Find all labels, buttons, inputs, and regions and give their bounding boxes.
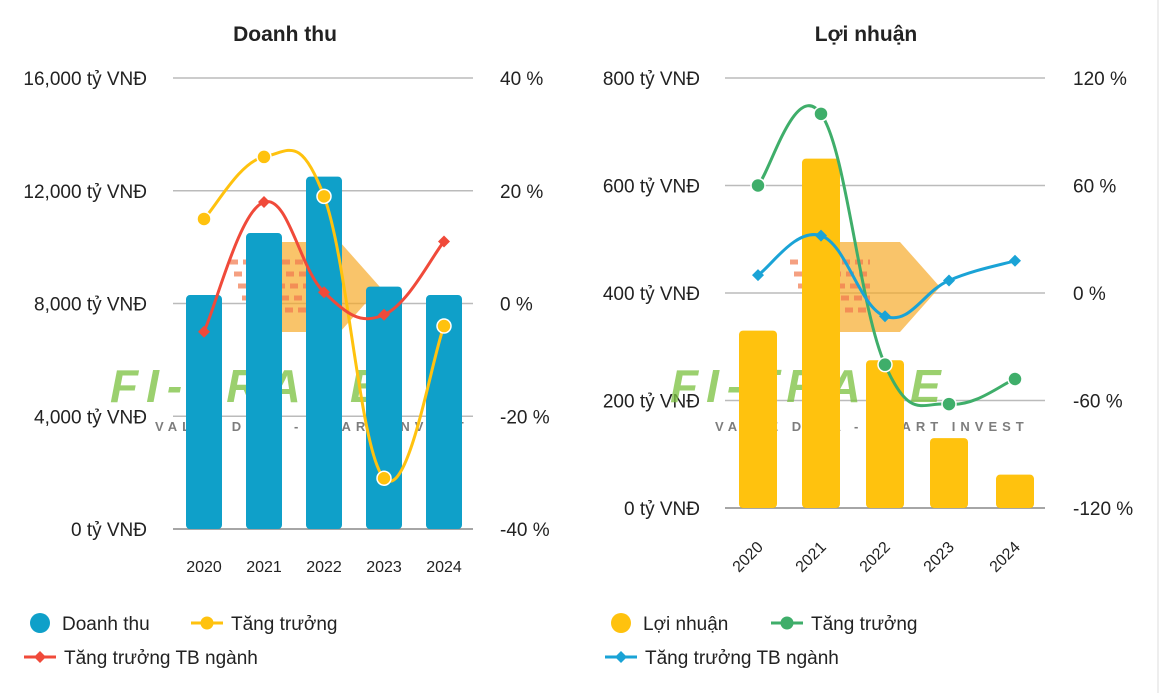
- point-marker: [198, 325, 210, 338]
- legend-label: Lợi nhuận: [643, 614, 728, 635]
- left-tick-label: 16,000 tỷ VNĐ: [23, 69, 147, 90]
- right-tick-label: 0 %: [1073, 284, 1106, 305]
- bar-2021: [802, 158, 840, 508]
- right-tick-label: 20 %: [500, 182, 543, 203]
- x-tick-label: 2022: [857, 539, 894, 576]
- right-tick-label: -120 %: [1073, 499, 1133, 520]
- legend-item: Tăng trưởng: [771, 614, 918, 635]
- legend-marker: [34, 651, 46, 663]
- right-tick-label: -60 %: [1073, 392, 1123, 413]
- point-marker: [941, 396, 957, 412]
- x-tick-label: 2021: [793, 539, 830, 576]
- point-marker: [378, 308, 390, 321]
- bar-2024: [996, 474, 1034, 508]
- legend-label: Doanh thu: [62, 614, 150, 635]
- point-marker: [196, 211, 212, 227]
- point-marker: [438, 235, 450, 248]
- chart-panel-1: Doanh thu 0 tỷ VNĐ -40 % 4,000 tỷ VNĐ -20 % 8…: [23, 23, 549, 669]
- legend-marker: [30, 613, 50, 633]
- legend-marker: [780, 616, 794, 630]
- chart-title: Lợi nhuận: [815, 23, 917, 46]
- point-marker: [813, 106, 829, 122]
- right-tick-label: 40 %: [500, 69, 543, 90]
- chart-title: Doanh thu: [233, 23, 337, 46]
- left-tick-label: 12,000 tỷ VNĐ: [23, 182, 147, 203]
- x-tick-label: 2024: [987, 539, 1024, 576]
- point-marker: [1007, 371, 1023, 387]
- bar-2023: [366, 286, 402, 529]
- x-tick-label: 2023: [921, 539, 958, 576]
- point-marker: [879, 310, 891, 323]
- legend-item: Lợi nhuận: [611, 613, 728, 635]
- bar-2022: [306, 176, 342, 529]
- x-tick-label: 2020: [730, 539, 767, 576]
- legend-item: Tăng trưởng: [191, 614, 338, 635]
- left-tick-label: 0 tỷ VNĐ: [71, 520, 147, 541]
- bar-2023: [930, 438, 968, 508]
- left-tick-label: 200 tỷ VNĐ: [603, 392, 700, 413]
- left-tick-label: 600 tỷ VNĐ: [603, 177, 700, 198]
- bar-2020: [739, 330, 777, 508]
- legend-marker: [615, 651, 627, 663]
- legend-label: Tăng trưởng TB ngành: [645, 648, 839, 669]
- point-marker: [256, 149, 272, 165]
- legend-item: Tăng trưởng TB ngành: [605, 648, 839, 669]
- right-tick-label: -40 %: [500, 520, 550, 541]
- legend-label: Tăng trưởng: [231, 614, 338, 635]
- x-tick-label: 2023: [366, 559, 402, 576]
- legend-marker: [611, 613, 631, 633]
- left-tick-label: 400 tỷ VNĐ: [603, 284, 700, 305]
- point-marker: [877, 356, 893, 373]
- chart-panel-2: Lợi nhuận 0 tỷ VNĐ -120 % 200 tỷ VNĐ -60 % 40…: [603, 23, 1133, 669]
- legend-label: Tăng trưởng: [811, 614, 918, 635]
- left-tick-label: 0 tỷ VNĐ: [624, 499, 700, 520]
- point-marker: [750, 177, 766, 194]
- point-marker: [376, 470, 392, 487]
- watermark: FI-TRADEVALUE DATA - SMART INVEST: [110, 242, 464, 434]
- right-tick-label: 120 %: [1073, 69, 1127, 90]
- point-marker: [436, 318, 452, 334]
- x-tick-label: 2024: [426, 559, 462, 576]
- point-marker: [318, 286, 330, 299]
- legend-label: Tăng trưởng TB ngành: [64, 648, 258, 669]
- point-marker: [316, 188, 332, 205]
- x-tick-label: 2020: [186, 559, 222, 576]
- x-tick-label: 2022: [306, 559, 342, 576]
- left-tick-label: 8,000 tỷ VNĐ: [34, 295, 147, 316]
- right-tick-label: 0 %: [500, 295, 533, 316]
- left-tick-label: 800 tỷ VNĐ: [603, 69, 700, 90]
- x-tick-label: 2021: [246, 559, 282, 576]
- right-tick-label: -20 %: [500, 407, 550, 428]
- right-tick-label: 60 %: [1073, 177, 1116, 198]
- point-marker: [943, 274, 955, 287]
- series-line-2: [202, 200, 446, 333]
- legend-item: Tăng trưởng TB ngành: [24, 648, 258, 669]
- bar-2022: [866, 360, 904, 508]
- legend-marker: [200, 616, 214, 630]
- point-marker: [258, 196, 270, 209]
- point-marker: [752, 269, 764, 282]
- point-marker: [1009, 254, 1021, 267]
- bar-2021: [246, 233, 282, 529]
- point-marker: [815, 229, 827, 242]
- bar-2020: [186, 295, 222, 529]
- legend-item: Doanh thu: [30, 613, 150, 635]
- left-tick-label: 4,000 tỷ VNĐ: [34, 407, 147, 428]
